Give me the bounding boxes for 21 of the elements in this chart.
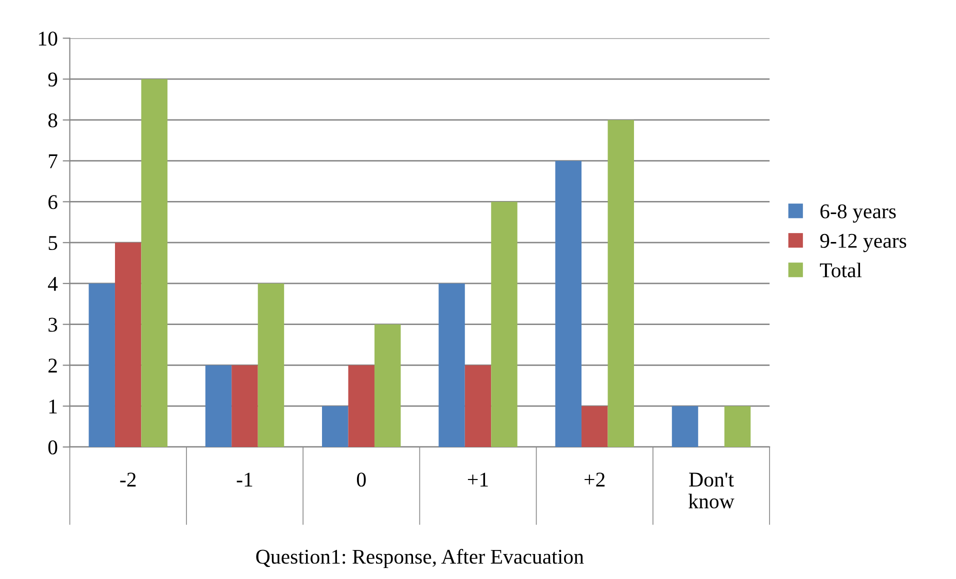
y-tick-label: 2 xyxy=(48,358,57,372)
y-tick-label: 9 xyxy=(48,72,58,87)
y-tick-label: 5 xyxy=(48,236,58,250)
x-tick-label: +1 xyxy=(468,472,488,486)
legend-label: 6-8 years xyxy=(820,204,896,223)
y-tick-label: 0 xyxy=(48,440,58,454)
y-tick-label: 4 xyxy=(48,276,58,291)
x-tick-label: Don't know xyxy=(688,472,734,508)
y-tick-label: 1 xyxy=(49,400,57,414)
y-tick-label: 8 xyxy=(48,113,58,128)
y-tick-label: 3 xyxy=(48,318,58,332)
x-tick-label: -2 xyxy=(120,472,136,486)
y-tick-label: 6 xyxy=(48,195,58,210)
x-tick-label: -1 xyxy=(236,472,252,486)
y-tick-label: 7 xyxy=(48,154,58,168)
x-tick-label: 0 xyxy=(356,472,366,487)
x-axis-title: Question1: Response, After Evacuation xyxy=(256,548,584,568)
legend-label: 9-12 years xyxy=(820,234,906,252)
y-tick-label: 10 xyxy=(38,32,58,46)
legend-label: Total xyxy=(820,262,862,278)
x-tick-label: +2 xyxy=(584,472,605,486)
